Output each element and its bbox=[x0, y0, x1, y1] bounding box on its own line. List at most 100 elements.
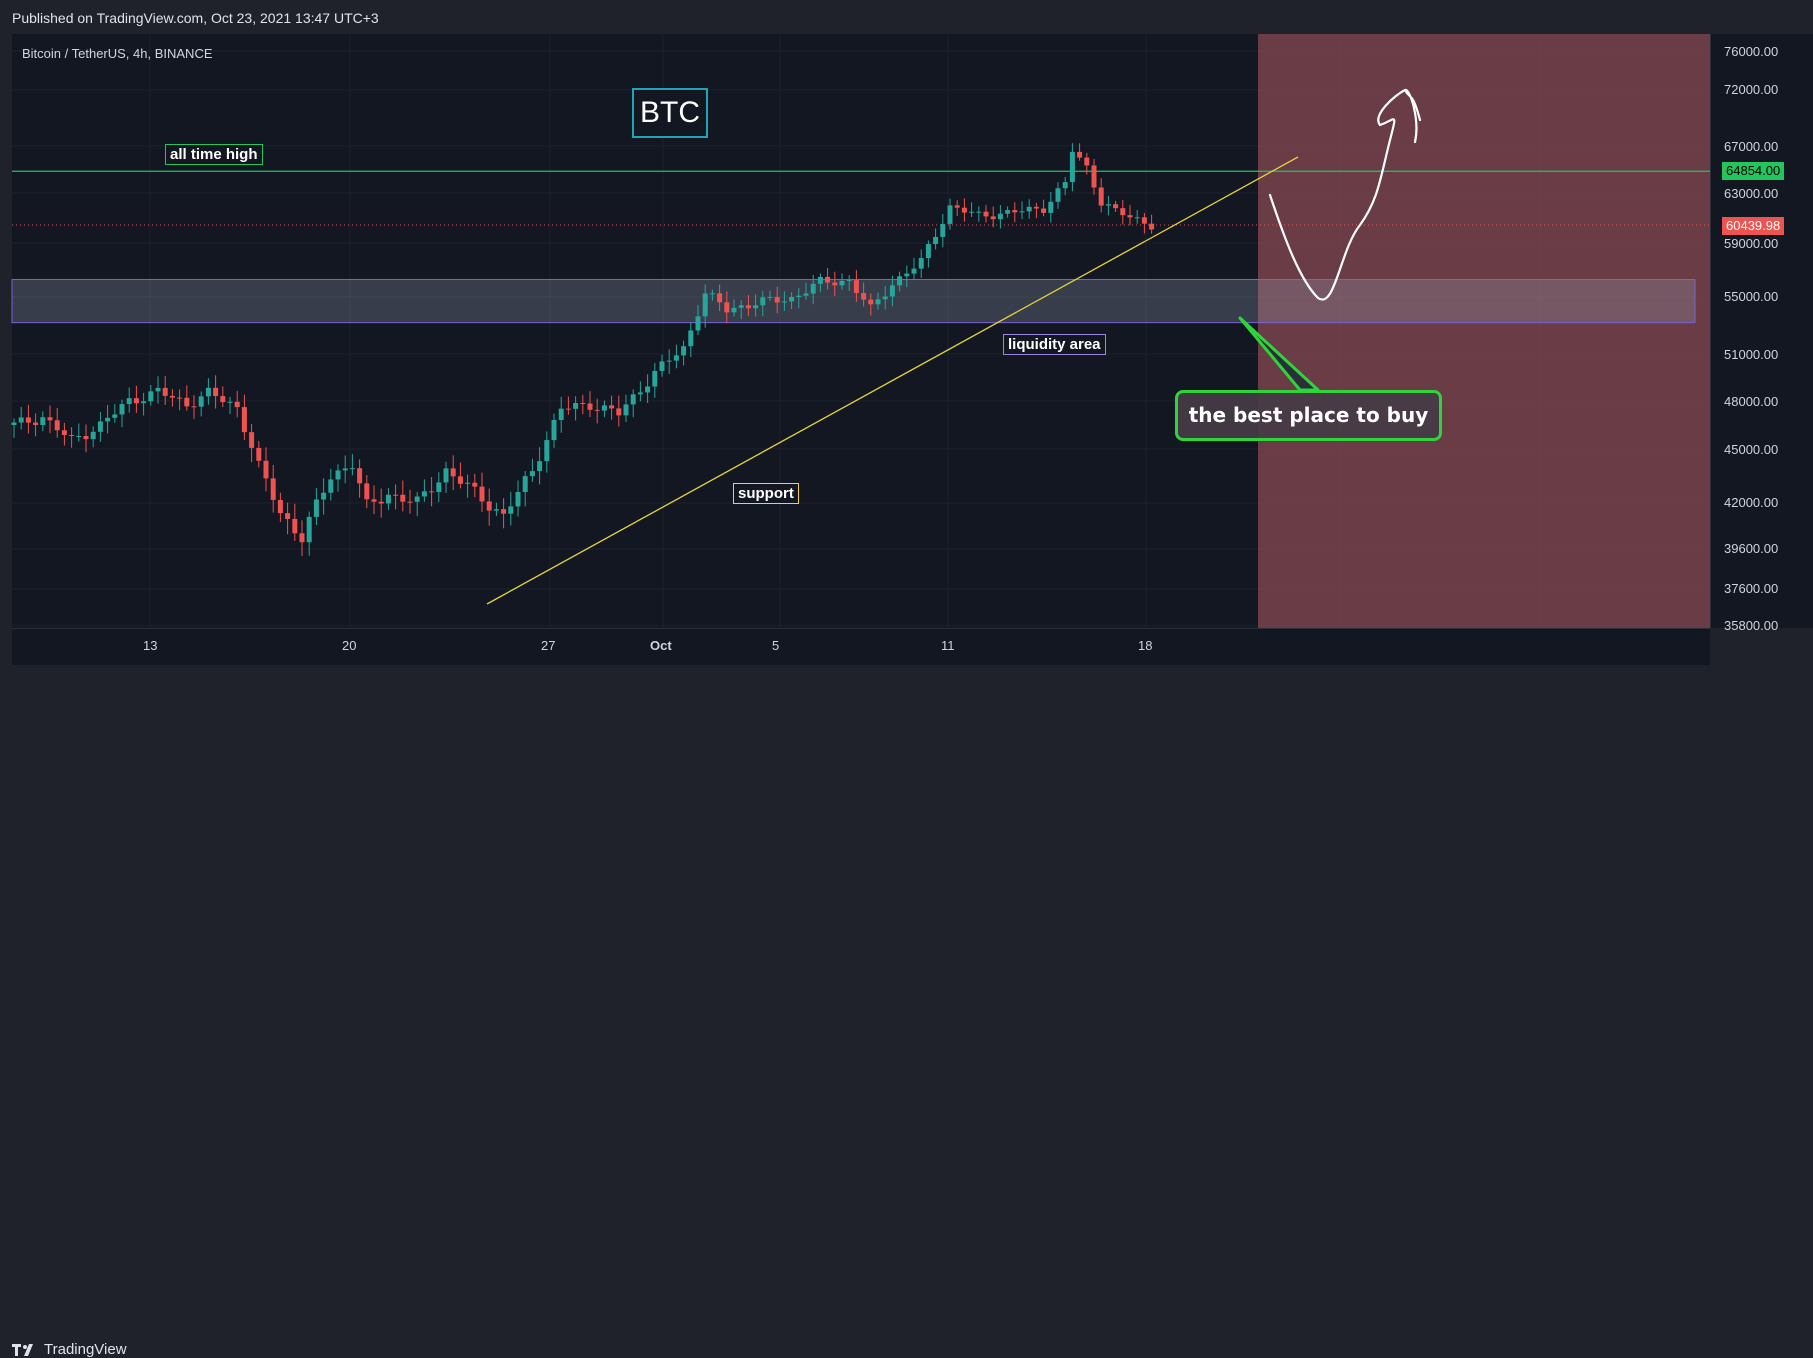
price-axis[interactable] bbox=[1710, 34, 1813, 628]
candle-body bbox=[141, 401, 147, 404]
candle-body bbox=[1041, 208, 1047, 213]
time-tick: 27 bbox=[541, 638, 556, 653]
candle-body bbox=[508, 506, 514, 514]
header-bar: Published on TradingView.com, Oct 23, 20… bbox=[0, 0, 1813, 34]
candle-body bbox=[472, 482, 478, 487]
candle-body bbox=[436, 482, 442, 493]
chart-canvas[interactable] bbox=[0, 0, 1813, 708]
price-tick: 45000.00 bbox=[1724, 442, 1779, 457]
candle-body bbox=[1141, 217, 1147, 224]
candle-body bbox=[234, 401, 240, 408]
price-tick: 39600.00 bbox=[1724, 541, 1779, 556]
candle-body bbox=[177, 397, 183, 399]
candle-body bbox=[227, 401, 233, 403]
last-price-tag: 60439.98 bbox=[1722, 217, 1785, 235]
liquidity-area-label: liquidity area bbox=[1003, 334, 1106, 355]
candle-body bbox=[1055, 188, 1061, 202]
candle-body bbox=[1062, 182, 1068, 189]
candle-body bbox=[155, 387, 161, 392]
candle-body bbox=[544, 440, 550, 462]
candle-body bbox=[321, 492, 327, 500]
price-tick: 48000.00 bbox=[1724, 394, 1779, 409]
candle-body bbox=[522, 476, 528, 493]
candle-body bbox=[983, 211, 989, 217]
candle-body bbox=[335, 470, 341, 480]
candle-body bbox=[1077, 151, 1083, 158]
candle-body bbox=[191, 406, 197, 408]
candle-body bbox=[40, 417, 46, 425]
tradingview-brand[interactable]: TradingView bbox=[12, 1341, 127, 1358]
all-time-high-label: all time high bbox=[165, 144, 263, 165]
candle-body bbox=[1084, 157, 1090, 166]
candle-body bbox=[832, 282, 838, 286]
candle-body bbox=[61, 430, 67, 435]
time-tick: 5 bbox=[772, 638, 780, 653]
candle-body bbox=[148, 391, 154, 402]
candle-body bbox=[515, 492, 521, 507]
candle-body bbox=[652, 370, 658, 387]
candle-body bbox=[465, 482, 471, 484]
candle-body bbox=[709, 293, 715, 295]
candle-body bbox=[954, 205, 960, 208]
candle-body bbox=[1105, 204, 1111, 206]
candle-body bbox=[558, 408, 564, 421]
candle-body bbox=[407, 501, 413, 503]
time-axis[interactable] bbox=[12, 628, 1710, 665]
candle-body bbox=[882, 296, 888, 300]
forecast-path bbox=[1268, 88, 1422, 301]
candle-body bbox=[947, 205, 953, 224]
candle-body bbox=[133, 398, 139, 404]
support-label: support bbox=[733, 483, 799, 504]
price-tick: 35800.00 bbox=[1724, 618, 1779, 633]
candle-body bbox=[738, 305, 744, 308]
footer-bar: TradingView bbox=[0, 664, 1813, 1358]
candle-body bbox=[393, 494, 399, 496]
candle-body bbox=[69, 434, 75, 437]
candle-body bbox=[587, 403, 593, 410]
candle-body bbox=[724, 302, 730, 313]
candle-body bbox=[33, 422, 39, 425]
candle-body bbox=[616, 408, 622, 416]
candle-body bbox=[1005, 210, 1011, 214]
candle-body bbox=[918, 258, 924, 269]
candle-body bbox=[904, 273, 910, 277]
candle-body bbox=[97, 421, 103, 432]
candle-body bbox=[443, 468, 449, 483]
candle-body bbox=[666, 360, 672, 362]
candle-body bbox=[378, 501, 384, 504]
candle-body bbox=[241, 407, 247, 433]
candle-body bbox=[54, 420, 60, 431]
tradingview-logo-icon bbox=[12, 1343, 33, 1356]
candle-body bbox=[529, 471, 535, 477]
candle-body bbox=[184, 397, 190, 407]
candle-body bbox=[119, 404, 125, 415]
candle-body bbox=[1120, 208, 1126, 216]
candle-body bbox=[11, 422, 17, 425]
time-tick: Oct bbox=[650, 638, 672, 653]
candle-body bbox=[213, 387, 219, 397]
candle-body bbox=[450, 468, 456, 477]
time-tick: 11 bbox=[941, 638, 955, 653]
candle-body bbox=[767, 296, 773, 298]
candle-body bbox=[421, 491, 427, 497]
candle-body bbox=[817, 276, 823, 284]
candle-body bbox=[565, 408, 571, 410]
candle-body bbox=[1091, 165, 1097, 188]
candle-body bbox=[47, 417, 53, 421]
candle-body bbox=[328, 479, 334, 493]
candle-body bbox=[349, 468, 355, 470]
candle-body bbox=[688, 330, 694, 347]
candle-body bbox=[645, 386, 651, 393]
candle-body bbox=[457, 476, 463, 484]
candle-body bbox=[717, 293, 723, 303]
liquidity-zone bbox=[11, 278, 1696, 324]
candle-body bbox=[940, 223, 946, 237]
candle-body bbox=[83, 436, 89, 440]
support-trendline bbox=[486, 156, 1299, 605]
candle-body bbox=[997, 213, 1003, 220]
candle-body bbox=[371, 499, 377, 502]
candle-body bbox=[249, 432, 255, 448]
btc-label: BTC bbox=[632, 88, 708, 138]
candle-body bbox=[429, 491, 435, 493]
symbol-title: Bitcoin / TetherUS, 4h, BINANCE bbox=[22, 46, 213, 61]
